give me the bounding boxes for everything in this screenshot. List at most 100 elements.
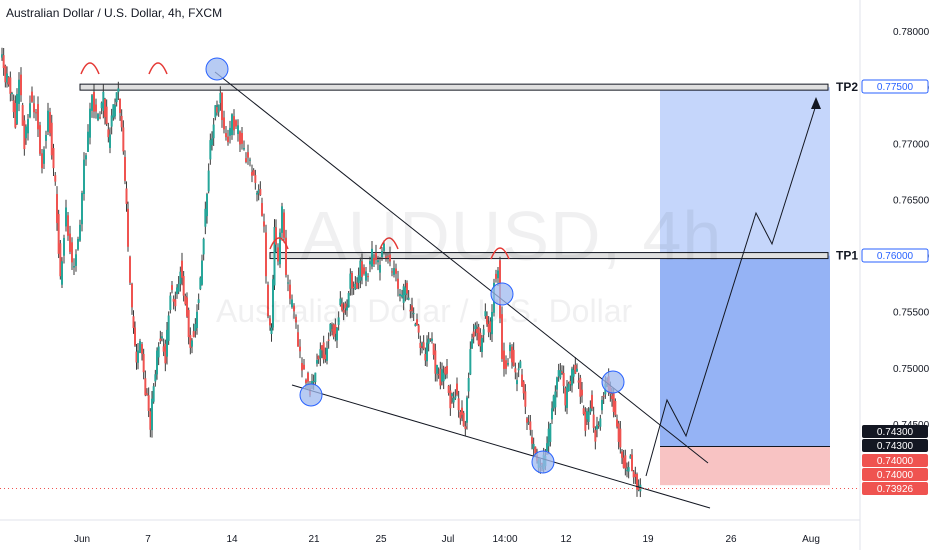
candle-body <box>567 383 570 392</box>
candle-body <box>247 152 249 158</box>
candle-body <box>521 374 523 387</box>
candle-body <box>95 104 97 112</box>
candle-body <box>25 126 27 139</box>
candle-body <box>127 208 129 247</box>
x-tick-label: 26 <box>725 534 737 545</box>
candle-body <box>464 426 467 429</box>
candle-body <box>41 153 43 169</box>
candle-body <box>29 103 31 118</box>
candle-body <box>621 451 623 458</box>
candle-body <box>171 285 173 290</box>
candle-body <box>256 192 258 195</box>
candle-body <box>252 170 255 176</box>
candle-body <box>507 362 509 365</box>
candle-body <box>214 105 217 118</box>
candle-body <box>1 54 3 58</box>
candle-body <box>184 295 187 305</box>
y-tick-label: 0.75000 <box>893 364 930 375</box>
candle-body <box>589 408 592 413</box>
candle-body <box>479 332 482 347</box>
candle-body <box>324 354 327 360</box>
candle-body <box>209 140 212 160</box>
candle-body <box>614 400 617 416</box>
candle-body <box>33 103 35 113</box>
candle-body <box>267 284 269 317</box>
candle-body <box>151 398 153 431</box>
touch-circle <box>531 450 555 474</box>
candle-body <box>561 371 563 373</box>
candle-body <box>329 323 332 332</box>
candle-body <box>167 315 170 341</box>
candle-body <box>517 368 520 371</box>
candle-body <box>602 395 605 397</box>
level-label: TP1 <box>836 249 858 263</box>
candle-body <box>235 120 237 127</box>
candle-body <box>482 329 485 335</box>
candle-body <box>109 134 111 148</box>
candle-body <box>332 324 335 337</box>
candle-body <box>559 370 562 378</box>
candle-body <box>287 282 289 284</box>
candle-body <box>564 388 567 406</box>
candle-body <box>192 331 195 338</box>
candle-body <box>37 104 39 130</box>
candle-body <box>54 175 57 182</box>
candle-body <box>162 346 165 352</box>
candle-body <box>486 315 488 325</box>
candle-body <box>574 364 577 374</box>
candle-body <box>99 117 101 119</box>
candle-body <box>584 411 587 431</box>
candle-body <box>527 422 530 424</box>
x-tick-label: Aug <box>802 534 820 545</box>
candle-body <box>57 214 60 254</box>
candle-body <box>179 271 182 284</box>
candle-body <box>503 350 505 369</box>
candle-body <box>572 369 575 377</box>
candle-body <box>21 105 24 126</box>
candle-body <box>402 286 405 303</box>
candle-body <box>122 127 125 152</box>
candle-body <box>104 99 106 118</box>
candle-body <box>401 294 403 297</box>
y-tick-label: 0.76500 <box>893 195 930 206</box>
candle-body <box>272 279 274 328</box>
candle-body <box>617 423 620 442</box>
candle-body <box>632 471 635 478</box>
candle-body <box>14 102 17 128</box>
candle-body <box>237 125 239 135</box>
candle-body <box>233 116 235 131</box>
y-tick-label: 0.77000 <box>893 139 930 150</box>
candle-body <box>186 297 188 317</box>
candle-body <box>279 232 281 265</box>
candle-body <box>354 283 357 290</box>
candle-body <box>164 343 167 364</box>
candle-body <box>189 334 192 348</box>
candle-body <box>406 282 408 294</box>
candle-body <box>211 138 213 146</box>
candle-body <box>56 194 58 224</box>
chart-title: Australian Dollar / U.S. Dollar, 4h, FXC… <box>6 6 223 20</box>
candle-body <box>139 341 141 353</box>
candle-body <box>569 380 572 385</box>
candle-body <box>385 256 387 258</box>
candle-body <box>456 383 458 395</box>
candle-body <box>377 260 379 263</box>
candle-body <box>141 344 143 354</box>
candle-body <box>505 360 507 369</box>
candle-body <box>289 284 291 299</box>
candle-body <box>105 106 108 124</box>
candle-body <box>552 395 555 409</box>
candle-body <box>626 470 628 472</box>
candle-body <box>283 212 285 238</box>
candle-body <box>241 132 243 144</box>
candle-body <box>431 338 433 341</box>
candle-body <box>117 88 120 93</box>
candle-body <box>146 393 148 395</box>
watermark-symbol: AUDUSD, 4h <box>300 197 723 275</box>
price-tag-label: 0.74300 <box>877 427 914 438</box>
candle-body <box>87 131 89 152</box>
candle-body <box>269 318 271 326</box>
candle-body <box>472 331 475 338</box>
